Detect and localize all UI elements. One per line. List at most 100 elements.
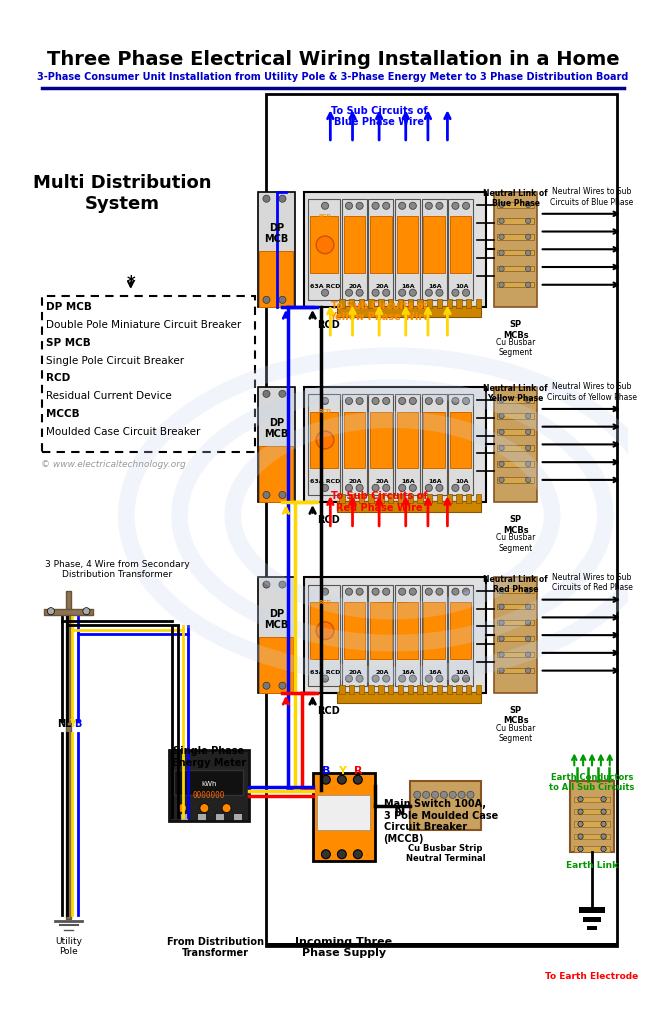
Text: SP MCB: SP MCB bbox=[47, 338, 91, 348]
Text: © www.electricaltechnology.org: © www.electricaltechnology.org bbox=[41, 461, 185, 469]
Text: Earth Conductors
to All Sub Circuits: Earth Conductors to All Sub Circuits bbox=[549, 773, 635, 792]
Bar bbox=[308, 394, 340, 495]
Circle shape bbox=[578, 846, 583, 852]
Text: Neutral Link of
Red Phase: Neutral Link of Red Phase bbox=[484, 574, 548, 594]
Text: N: N bbox=[394, 804, 406, 818]
Circle shape bbox=[440, 792, 448, 799]
Bar bbox=[497, 266, 534, 271]
Text: Cu Busbar
Segment: Cu Busbar Segment bbox=[496, 534, 535, 553]
Circle shape bbox=[462, 588, 470, 595]
Circle shape bbox=[399, 397, 406, 404]
Bar bbox=[368, 585, 394, 686]
Bar bbox=[44, 608, 93, 614]
Bar bbox=[370, 216, 392, 273]
Circle shape bbox=[322, 203, 328, 209]
Bar bbox=[497, 429, 534, 434]
Text: L: L bbox=[64, 720, 70, 729]
Text: Main Switch 100A,
3 Pole Moulded Case
Circuit Breaker
(MCCB): Main Switch 100A, 3 Pole Moulded Case Ci… bbox=[384, 800, 498, 844]
Circle shape bbox=[346, 675, 352, 682]
Circle shape bbox=[263, 390, 270, 397]
Circle shape bbox=[279, 296, 286, 303]
Circle shape bbox=[525, 477, 531, 482]
Circle shape bbox=[499, 429, 504, 434]
Circle shape bbox=[399, 484, 406, 492]
Circle shape bbox=[525, 621, 531, 626]
Circle shape bbox=[601, 834, 606, 839]
Text: 16A: 16A bbox=[428, 479, 442, 484]
Circle shape bbox=[426, 289, 432, 296]
Circle shape bbox=[499, 203, 504, 208]
Bar bbox=[395, 394, 420, 495]
Circle shape bbox=[410, 675, 416, 682]
Circle shape bbox=[499, 461, 504, 467]
Circle shape bbox=[499, 621, 504, 626]
Bar bbox=[497, 636, 534, 641]
Text: 3 Phase, 4 Wire from Secondary
Distribution Transformer: 3 Phase, 4 Wire from Secondary Distribut… bbox=[45, 560, 190, 580]
Circle shape bbox=[467, 792, 474, 799]
Circle shape bbox=[356, 675, 363, 682]
Circle shape bbox=[263, 581, 270, 588]
Circle shape bbox=[525, 266, 531, 271]
Circle shape bbox=[346, 588, 352, 595]
Text: SP
MCBs: SP MCBs bbox=[503, 707, 529, 725]
Circle shape bbox=[525, 445, 531, 451]
Bar bbox=[583, 918, 601, 922]
Text: Cu Busbar Strip
Neutral Terminal: Cu Busbar Strip Neutral Terminal bbox=[406, 844, 486, 863]
Bar bbox=[338, 692, 481, 702]
Bar bbox=[422, 585, 446, 686]
Bar bbox=[344, 602, 365, 659]
Text: To Sub Circuits of
Yellow Phase Wire: To Sub Circuits of Yellow Phase Wire bbox=[329, 301, 430, 323]
Bar bbox=[418, 495, 423, 503]
Bar bbox=[344, 216, 365, 273]
Text: 16A: 16A bbox=[428, 284, 442, 289]
Bar bbox=[395, 585, 420, 686]
Bar bbox=[317, 795, 370, 830]
Bar bbox=[408, 299, 413, 308]
Bar bbox=[422, 199, 446, 300]
Bar bbox=[497, 397, 534, 402]
Bar bbox=[344, 412, 365, 468]
Text: Single Pole Circuit Breaker: Single Pole Circuit Breaker bbox=[47, 355, 184, 366]
Circle shape bbox=[322, 850, 330, 859]
Bar bbox=[497, 445, 534, 451]
Circle shape bbox=[499, 445, 504, 451]
Bar bbox=[494, 578, 537, 693]
Bar bbox=[342, 394, 367, 495]
Circle shape bbox=[399, 289, 406, 296]
Text: RCD: RCD bbox=[318, 214, 332, 219]
Bar bbox=[259, 637, 293, 693]
Circle shape bbox=[356, 289, 363, 296]
Bar bbox=[437, 299, 442, 308]
Text: To Sub Circuits of
Red Phase Wire: To Sub Circuits of Red Phase Wire bbox=[331, 492, 428, 513]
Circle shape bbox=[432, 792, 438, 799]
Bar bbox=[368, 495, 374, 503]
Circle shape bbox=[525, 461, 531, 467]
Circle shape bbox=[383, 203, 390, 209]
Text: 63A RCD: 63A RCD bbox=[310, 284, 340, 289]
Circle shape bbox=[263, 296, 270, 303]
Bar bbox=[368, 685, 374, 693]
Circle shape bbox=[372, 484, 379, 492]
Circle shape bbox=[525, 250, 531, 255]
Bar bbox=[397, 216, 418, 273]
Text: RCD: RCD bbox=[47, 374, 71, 383]
Bar bbox=[42, 296, 255, 452]
Circle shape bbox=[372, 289, 379, 296]
Circle shape bbox=[322, 484, 328, 492]
Circle shape bbox=[452, 675, 459, 682]
Text: DP
MCB: DP MCB bbox=[264, 418, 288, 439]
Circle shape bbox=[410, 203, 416, 209]
Bar bbox=[448, 394, 473, 495]
Text: RCD: RCD bbox=[318, 409, 332, 414]
Text: Cu Busbar
Segment: Cu Busbar Segment bbox=[496, 338, 535, 357]
Circle shape bbox=[346, 397, 352, 404]
Bar bbox=[359, 299, 364, 308]
Circle shape bbox=[426, 484, 432, 492]
Bar bbox=[579, 907, 605, 912]
Circle shape bbox=[356, 203, 363, 209]
Circle shape bbox=[383, 484, 390, 492]
Circle shape bbox=[346, 289, 352, 296]
Bar bbox=[408, 495, 413, 503]
Circle shape bbox=[525, 203, 531, 208]
Circle shape bbox=[462, 397, 470, 404]
